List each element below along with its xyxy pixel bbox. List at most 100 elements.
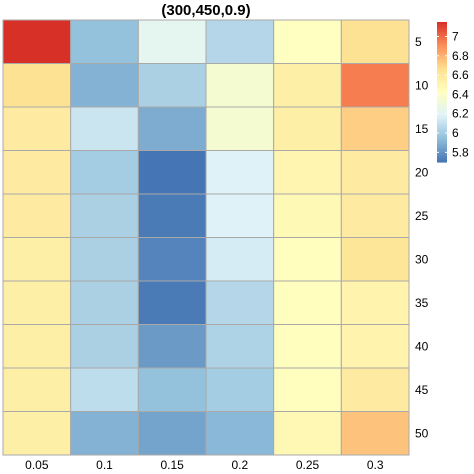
legend-color-step xyxy=(437,98,447,101)
legend-color-step xyxy=(437,154,447,157)
heatmap-cell xyxy=(205,237,275,282)
legend-color-step xyxy=(437,106,447,109)
heatmap-cell xyxy=(205,106,275,151)
row-label: 45 xyxy=(415,383,429,397)
heatmap-cell xyxy=(273,367,342,412)
legend-tick-label: 6.6 xyxy=(452,68,469,82)
legend-color-step xyxy=(437,134,447,137)
legend-tick-label: 6.4 xyxy=(452,87,469,101)
legend-color-step xyxy=(437,38,447,41)
legend-color-step xyxy=(437,56,447,59)
row-labels: 5 10 15 20 25 30 35 40 45 50 xyxy=(415,35,429,441)
legend-color-step xyxy=(437,94,447,97)
heatmap-cell xyxy=(2,193,72,238)
legend-color-step xyxy=(437,120,447,123)
legend-color-step xyxy=(437,142,447,145)
legend-color-step xyxy=(437,60,447,63)
legend-color-step xyxy=(437,68,447,71)
heatmap-cell xyxy=(70,324,139,369)
heatmap-cell xyxy=(70,19,139,64)
legend-color-step xyxy=(437,122,447,125)
legend-color-step xyxy=(437,52,447,55)
legend-color-step xyxy=(437,136,447,139)
heatmap-cell xyxy=(137,19,207,64)
legend-color-step xyxy=(437,96,447,99)
heatmap-cell xyxy=(2,280,72,325)
legend-color-step xyxy=(437,46,447,49)
row-label: 10 xyxy=(415,78,429,92)
heatmap-cell xyxy=(205,193,275,238)
heatmap-cell xyxy=(273,150,342,195)
legend-color-step xyxy=(437,112,447,115)
legend-tick-label: 7 xyxy=(452,29,459,43)
legend-color-step xyxy=(437,118,447,121)
legend-color-step xyxy=(437,32,447,35)
legend-color-step xyxy=(437,82,447,85)
legend-tick-label: 6.8 xyxy=(452,49,469,63)
heatmap-cell xyxy=(70,193,139,238)
legend-color-step xyxy=(437,44,447,47)
legend-color-step xyxy=(437,34,447,37)
legend-color-step xyxy=(437,92,447,95)
column-label: 0.2 xyxy=(231,458,248,472)
legend-color-step xyxy=(437,64,447,67)
legend-color-step xyxy=(437,130,447,133)
row-label: 5 xyxy=(415,35,422,49)
legend-color-step xyxy=(437,156,447,159)
legend-color-step xyxy=(437,116,447,119)
heatmap-cell xyxy=(205,63,275,108)
row-label: 30 xyxy=(415,252,429,266)
legend-color-step xyxy=(437,36,447,39)
legend-color-step xyxy=(437,138,447,141)
legend-tick-label: 6 xyxy=(452,126,459,140)
legend-color-step xyxy=(437,128,447,131)
row-label: 50 xyxy=(415,426,429,440)
color-legend: 7 6.8 6.6 6.4 6.2 6 5.8 xyxy=(437,22,469,163)
column-label: 0.15 xyxy=(160,458,184,472)
column-label: 0.05 xyxy=(25,458,49,472)
heatmap-cell xyxy=(205,19,275,64)
legend-color-step xyxy=(437,28,447,31)
heatmap-cells xyxy=(2,19,410,456)
legend-color-step xyxy=(437,108,447,111)
heatmap-cell xyxy=(70,63,139,108)
row-label: 35 xyxy=(415,296,429,310)
legend-color-step xyxy=(437,110,447,113)
legend-color-step xyxy=(437,114,447,117)
heatmap-cell xyxy=(2,411,72,456)
legend-color-step xyxy=(437,30,447,33)
heatmap-cell xyxy=(205,280,275,325)
legend-color-step xyxy=(437,78,447,81)
heatmap-cell xyxy=(137,411,207,456)
legend-color-step xyxy=(437,40,447,43)
heatmap-cell xyxy=(70,280,139,325)
heatmap-cell xyxy=(340,411,410,456)
heatmap-cell xyxy=(273,106,342,151)
legend-color-step xyxy=(437,24,447,27)
heatmap-cell xyxy=(2,106,72,151)
heatmap-cell xyxy=(2,237,72,282)
legend-color-step xyxy=(437,146,447,149)
legend-color-step xyxy=(437,54,447,57)
heatmap-cell xyxy=(273,324,342,369)
legend-color-step xyxy=(437,132,447,135)
legend-color-step xyxy=(437,42,447,45)
legend-color-step xyxy=(437,58,447,61)
row-label: 20 xyxy=(415,165,429,179)
heatmap-cell xyxy=(205,367,275,412)
heatmap-cell xyxy=(2,367,72,412)
legend-color-step xyxy=(437,152,447,155)
legend-color-step xyxy=(437,124,447,127)
heatmap-cell xyxy=(340,63,410,108)
heatmap-cell xyxy=(273,63,342,108)
legend-color-step xyxy=(437,104,447,107)
legend-color-step xyxy=(437,80,447,83)
column-label: 0.1 xyxy=(96,458,113,472)
heatmap-cell xyxy=(340,106,410,151)
heatmap-cell xyxy=(137,280,207,325)
heatmap-cell xyxy=(273,411,342,456)
heatmap-cell xyxy=(137,150,207,195)
heatmap-cell xyxy=(340,324,410,369)
heatmap-cell xyxy=(273,193,342,238)
